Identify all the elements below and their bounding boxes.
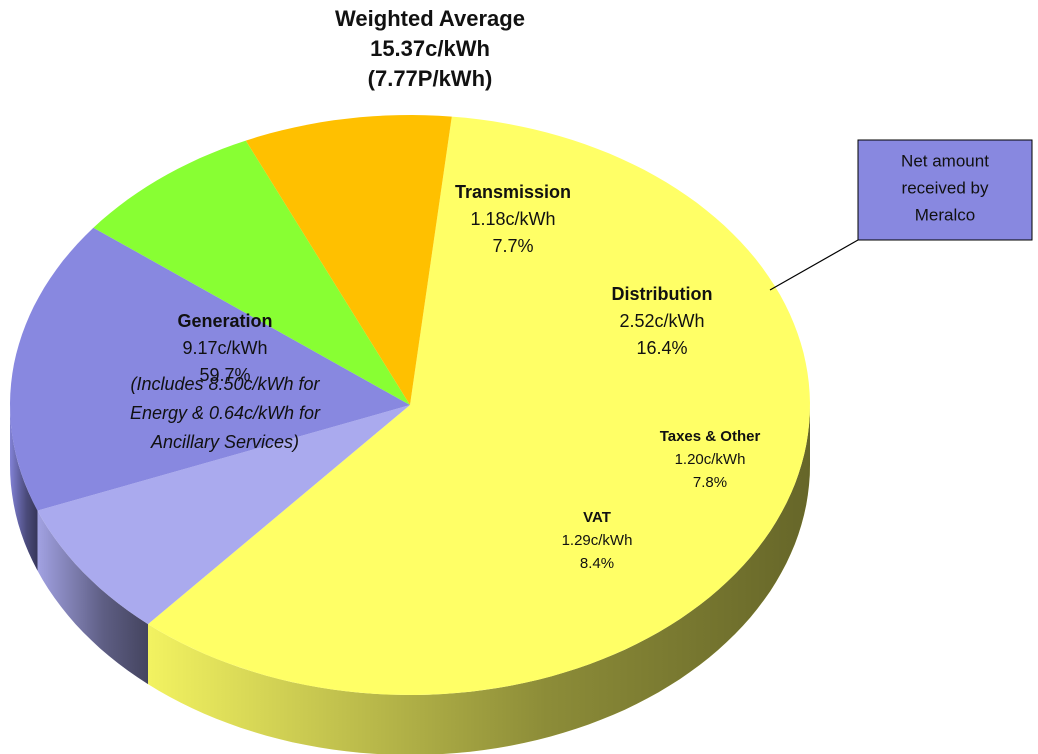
slice-percent: 7.8% — [693, 474, 727, 491]
slice-amount: 1.20c/kWh — [675, 451, 746, 468]
slice-percent: 16.4% — [636, 338, 687, 358]
pie-tops — [10, 115, 810, 696]
slice-name: Generation — [177, 311, 272, 331]
slice-name: Transmission — [455, 182, 571, 202]
slice-side-shade — [37, 510, 148, 685]
callout-text: received by — [902, 178, 989, 197]
slice — [245, 115, 452, 405]
slice-amount: 1.18c/kWh — [470, 209, 555, 229]
chart-title: 15.37c/kWh — [370, 36, 490, 61]
slice — [148, 116, 810, 696]
slice-side-shade — [148, 405, 810, 754]
slice-note: (Includes 8.50c/kWh for — [130, 374, 320, 394]
slice-percent: 59.7% — [199, 365, 250, 385]
labels: Generation 9.17c/kWh 59.7% Transmission 1.18… — [130, 182, 761, 572]
callout-box — [857, 139, 1033, 241]
slice-amount: 9.17c/kWh — [182, 338, 267, 358]
slice-percent: 8.4% — [580, 555, 614, 572]
slice-amount: 2.52c/kWh — [619, 311, 704, 331]
slice-percent: 7.7% — [492, 236, 533, 256]
slice — [93, 140, 411, 405]
slice-amount: 1.29c/kWh — [562, 532, 633, 549]
slice-note: Energy & 0.64c/kWh for — [130, 403, 321, 423]
slice-side-shade — [10, 405, 38, 571]
chart-title: (7.77P/kWh) — [368, 66, 493, 91]
slice — [37, 405, 410, 625]
slice-name: Taxes & Other — [660, 428, 761, 445]
slice-name: Distribution — [612, 284, 713, 304]
pie-sides — [10, 405, 810, 754]
callout-text: Net amount — [901, 151, 989, 170]
callout-line — [769, 239, 859, 291]
slice-name: VAT — [583, 509, 611, 526]
callout-text: Meralco — [915, 205, 975, 224]
chart-title: Weighted Average — [335, 6, 525, 31]
slice-note: Ancillary Services) — [150, 432, 299, 452]
slice — [10, 227, 410, 511]
